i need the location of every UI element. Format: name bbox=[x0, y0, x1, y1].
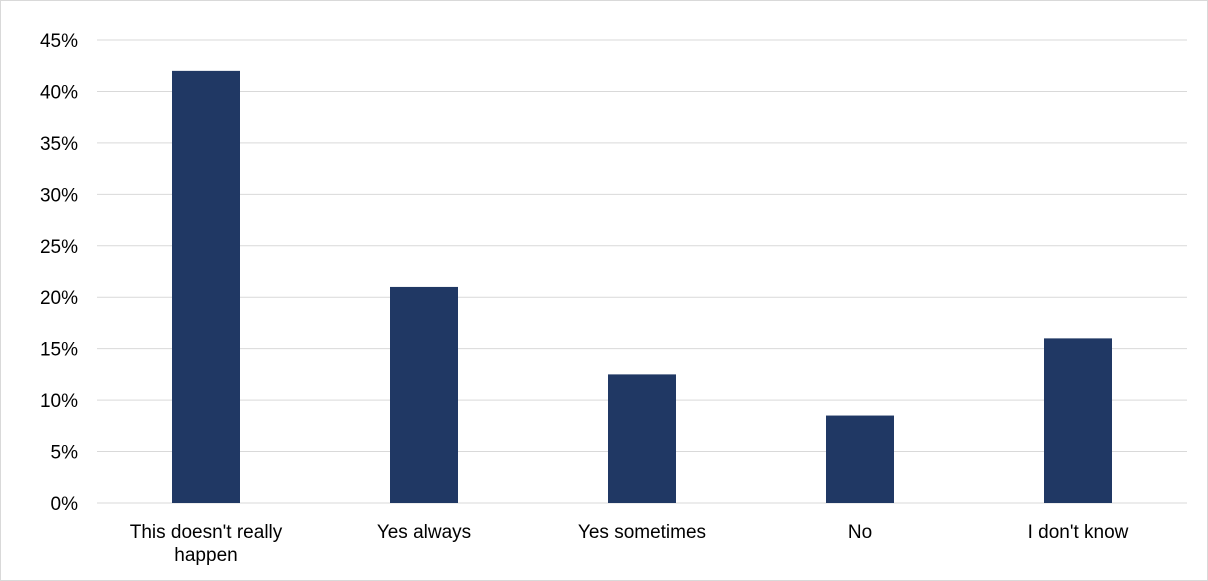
y-tick-label: 0% bbox=[51, 494, 79, 515]
y-tick-label: 15% bbox=[40, 340, 78, 361]
y-tick-label: 30% bbox=[40, 185, 78, 206]
x-tick-label: Yes sometimes bbox=[578, 522, 706, 543]
x-tick-label-line: happen bbox=[174, 545, 237, 566]
x-tick-label-line: I don't know bbox=[1028, 522, 1129, 543]
y-tick-label: 10% bbox=[40, 391, 78, 412]
bar bbox=[390, 286, 458, 503]
y-tick-label: 45% bbox=[40, 31, 78, 52]
y-tick-label: 5% bbox=[51, 443, 79, 464]
x-tick-label: Yes always bbox=[377, 522, 471, 543]
x-tick-label-line: Yes sometimes bbox=[578, 522, 706, 543]
y-tick-label: 25% bbox=[40, 237, 78, 258]
x-tick-label: No bbox=[848, 522, 872, 543]
y-tick-label: 20% bbox=[40, 288, 78, 309]
x-tick-label-line: No bbox=[848, 522, 872, 543]
y-tick-label: 40% bbox=[40, 82, 78, 103]
x-tick-label-line: This doesn't really bbox=[130, 522, 283, 543]
bar bbox=[826, 415, 894, 503]
bar bbox=[608, 374, 676, 503]
x-tick-label: This doesn't really happen bbox=[130, 522, 283, 566]
x-tick-label-line: Yes always bbox=[377, 522, 471, 543]
bar bbox=[172, 70, 240, 503]
x-tick-label: I don't know bbox=[1028, 522, 1129, 543]
y-tick-label: 35% bbox=[40, 134, 78, 155]
bar bbox=[1044, 338, 1112, 503]
